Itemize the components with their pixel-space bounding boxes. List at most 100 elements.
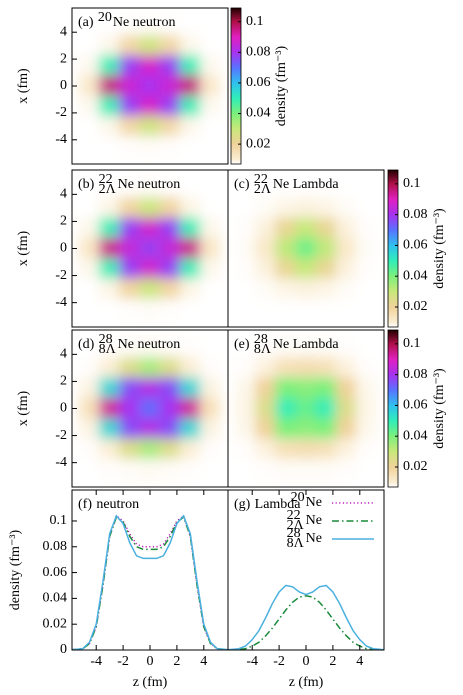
heat-cell xyxy=(179,176,201,199)
heat-cell xyxy=(139,397,161,420)
lambda-number: 8Λ xyxy=(99,342,117,357)
heat-cell xyxy=(315,176,337,199)
heat-cell xyxy=(99,298,121,321)
heat-cell xyxy=(295,278,317,300)
colorbar-tick-label: 0.04 xyxy=(403,428,428,443)
y-tick-label: 0 xyxy=(60,78,67,93)
heat-cell xyxy=(119,298,141,321)
colorbar-tick-label: 0.1 xyxy=(403,336,421,351)
heat-cell xyxy=(78,458,101,481)
nuclide-name: Ne Lambda xyxy=(273,337,339,352)
heat-cell xyxy=(119,55,141,77)
colorbar-tick-label: 0.06 xyxy=(403,398,428,413)
heat-cell xyxy=(220,458,228,481)
panel-label: (d) xyxy=(78,337,95,352)
mass-number: 20 xyxy=(98,10,112,25)
x-tick-label: 0 xyxy=(147,654,154,669)
mass-number: 28 xyxy=(287,526,301,541)
heat-cell xyxy=(179,115,201,137)
heat-cell xyxy=(315,357,337,379)
mass-number: 22 xyxy=(254,172,268,187)
heat-cell xyxy=(159,377,181,399)
heat-cell xyxy=(199,176,222,199)
heat-cell xyxy=(220,418,228,440)
heat-cell xyxy=(119,95,141,117)
heat-cell xyxy=(139,298,161,321)
y-tick-label: -4 xyxy=(55,132,67,147)
heatmap-cells xyxy=(72,14,228,158)
heat-cell xyxy=(234,298,257,321)
x-tick-label: 4 xyxy=(356,654,363,669)
nuclide-name: Ne neutron xyxy=(113,15,176,30)
heat-cell xyxy=(119,135,141,158)
heat-cell xyxy=(234,336,257,359)
heat-cell xyxy=(159,397,181,420)
y-tick-label: 4 xyxy=(60,24,67,39)
colorbar-tick-label: 0.02 xyxy=(403,299,428,314)
heat-cell xyxy=(228,278,236,300)
heat-cell xyxy=(119,75,141,97)
heat-cell xyxy=(335,458,357,481)
heat-cell xyxy=(220,55,228,77)
heat-cell xyxy=(119,418,141,440)
heat-cell xyxy=(179,217,201,239)
heat-cell xyxy=(376,418,384,440)
heat-cell xyxy=(376,197,384,219)
heat-cell xyxy=(199,217,222,239)
heat-cell xyxy=(295,237,317,260)
heat-cell xyxy=(78,35,101,57)
heat-cell xyxy=(139,418,161,440)
colorbar-tick-label: 0.1 xyxy=(246,14,264,29)
heat-cell xyxy=(376,438,384,460)
heat-cell xyxy=(228,458,236,481)
heat-cell xyxy=(295,217,317,239)
heat-cell xyxy=(228,357,236,379)
heat-cell xyxy=(179,75,201,97)
y-tick-label: 4 xyxy=(60,187,67,202)
mass-number: 22 xyxy=(287,508,301,523)
heat-cell xyxy=(139,258,161,280)
heatmap-cells xyxy=(228,176,384,321)
heat-cell xyxy=(315,418,337,440)
heat-cell xyxy=(275,397,297,420)
heat-cell xyxy=(295,176,317,199)
heat-cell xyxy=(139,357,161,379)
heat-cell xyxy=(335,197,357,219)
heat-cell xyxy=(72,35,80,57)
heat-cell xyxy=(335,176,357,199)
heat-cell xyxy=(199,458,222,481)
heat-cell xyxy=(228,298,236,321)
heat-cell xyxy=(275,176,297,199)
heat-cell xyxy=(295,357,317,379)
lines xyxy=(228,584,384,650)
heat-cell xyxy=(199,197,222,219)
heat-cell xyxy=(376,397,384,420)
y-axis-label: x (fm) xyxy=(16,390,31,426)
panel-label: (f) xyxy=(78,497,92,512)
heat-cell xyxy=(220,438,228,460)
heat-cell xyxy=(78,217,101,239)
heat-cell xyxy=(355,298,378,321)
y-tick-label: 4 xyxy=(60,347,67,362)
heat-cell xyxy=(199,35,222,57)
colorbar-tick-label: 0.08 xyxy=(403,207,428,222)
panel-label: (e) xyxy=(234,337,250,352)
heat-cell xyxy=(139,278,161,300)
heat-cell xyxy=(255,336,277,359)
heat-cell xyxy=(78,258,101,280)
heat-cell xyxy=(99,377,121,399)
heat-cell xyxy=(199,397,222,420)
heat-cell xyxy=(199,75,222,97)
heat-cell xyxy=(119,14,141,37)
heat-cell xyxy=(234,217,257,239)
x-tick-label: 0 xyxy=(303,654,310,669)
panel-label: (c) xyxy=(234,177,250,192)
heat-cell xyxy=(179,55,201,77)
heat-cell xyxy=(179,418,201,440)
x-tick-label: -2 xyxy=(273,654,285,669)
heat-cell xyxy=(255,237,277,260)
heat-cell xyxy=(179,197,201,219)
colorbar xyxy=(387,329,399,488)
heat-cell xyxy=(255,438,277,460)
mass-number: 28 xyxy=(99,332,113,347)
